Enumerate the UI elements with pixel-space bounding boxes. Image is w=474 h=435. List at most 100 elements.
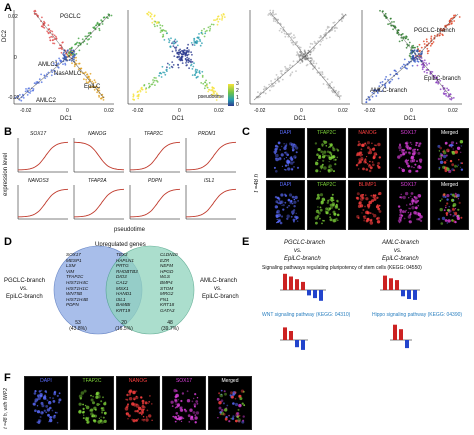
panel-c-images: DAPI TFAP2C NANOG SOX17 Merged DAPI TFAP2C BLIM… (254, 128, 470, 232)
gene-name: VIM (66, 268, 75, 274)
e-col2-label-1: AMLC-branch (382, 240, 420, 246)
pathway-3-title: Hippo signaling pathway (KEGG: 04390) (372, 312, 463, 318)
label-pgclc-branch: PGCLC-branch (414, 28, 456, 34)
x-tick: 0.02 (338, 108, 348, 114)
micrograph-label: Merged (441, 182, 458, 188)
label-amlc2: AMLC2 (36, 98, 57, 104)
micrograph-sox17: SOX17 (162, 376, 206, 430)
axis-x-label-3: DC1 (294, 116, 307, 122)
panel-f-letter: F (4, 372, 11, 384)
venn-title: Upregulated genes (95, 242, 146, 248)
gene-name: MSX1 (116, 285, 129, 291)
gene-name: CLDN10 (160, 252, 178, 257)
label-amlc1: AMLC1 (38, 62, 59, 68)
micrograph-merged: Merged (430, 128, 469, 178)
gene-name: CA12 (116, 279, 128, 285)
micrograph-nanog: NANOG (348, 128, 387, 178)
venn-left-label-1: PGCLC-branch (4, 278, 46, 284)
gene-name: MESP1 (66, 257, 82, 263)
gene-title: TFAP2A (88, 178, 107, 184)
venn-left-label-2: vs. (20, 286, 28, 292)
colorbar-tick: 2 (236, 88, 239, 94)
gene-name: HAPLN1 (116, 257, 134, 263)
gene-name: HIST1H4B (66, 296, 88, 302)
micrograph-label: Merged (441, 130, 458, 136)
gene-name: WNT5B (66, 291, 83, 297)
label-pgclc: PGCLC (60, 14, 81, 20)
venn-diagram (53, 245, 195, 335)
e-col2-label-3: EpiLC-branch (382, 256, 419, 262)
label-nasamlc: NasAMLC (54, 71, 82, 77)
label-epilc-branch: EpiLC-branch (424, 76, 461, 82)
x-tick: 0 (66, 108, 69, 114)
venn-right-genes: CLDN10 EZR NEFM HPGD WLS BMP4 STOM MRG2 FN1 KRT18… (160, 252, 178, 314)
trajectory-plot-3 (249, 9, 350, 105)
gene-title: PDPN (148, 178, 162, 184)
gene-name: FN1 (160, 296, 169, 302)
micrograph-sox17: SOX17 (389, 128, 428, 178)
gene-name: RHOBTB3 (116, 268, 138, 274)
gene-name: TFAP2C (66, 274, 84, 280)
x-tick: -0.02 (20, 108, 32, 114)
gene-name: MRG2 (160, 291, 174, 297)
micrograph-label: Merged (221, 378, 239, 384)
micrograph-tfap2c: TFAP2C (307, 180, 346, 230)
venn-left-genes: SOX17 MESP1 LSM VIM TFAP2C HIST1H4C HIST1H1C WN… (66, 252, 88, 308)
gene-name: PRTG (116, 263, 129, 269)
venn-right-label-2: vs. (214, 286, 222, 292)
gene-name: HPGD (160, 268, 174, 274)
panel-e-letter: E (242, 236, 250, 248)
micrograph-label: NANOG (358, 130, 377, 136)
gene-name: KRT18 (160, 302, 175, 308)
x-tick: 0 (410, 108, 413, 114)
e-col1-label-2: vs. (294, 248, 302, 254)
label-epilc: EpiLC (84, 84, 101, 90)
axis-x-label-2: DC1 (172, 116, 185, 122)
micrograph-label: NANOG (128, 378, 148, 384)
venn-count-left: 53 (43.8%) (69, 320, 87, 332)
micrograph-tfap2c: TFAP2C (70, 376, 114, 430)
gene-name: GATA3 (160, 307, 175, 313)
micrograph-merged: Merged (430, 180, 469, 230)
gene-name: PDPN (66, 302, 79, 308)
gene-name: ISL1 (116, 296, 126, 302)
gene-name: BMP4 (160, 279, 173, 285)
gene-name: DIO3 (116, 274, 127, 280)
micrograph-label: TFAP2C (317, 130, 336, 136)
gene-name: TBX3 (116, 252, 128, 257)
panel-f-side-label: t =48 h, with IWP2 (3, 388, 9, 429)
gene-name: EZR (160, 257, 170, 263)
pseudotime-plot (127, 10, 228, 105)
micrograph-nanog: NANOG (116, 376, 160, 430)
micrograph-dapi: DAPI (266, 180, 305, 230)
gene-name: HIST1H4C (66, 279, 89, 285)
venn-right-label-3: EpiLC-branch (202, 294, 239, 300)
x-tick: 0 (178, 108, 181, 114)
y-tick: -0.02 (8, 95, 20, 101)
micrograph-label: DAPI (279, 182, 292, 188)
gene-name: WLS (160, 274, 170, 280)
y-tick: 0.02 (8, 14, 18, 20)
gene-name: STOM (160, 285, 174, 291)
gene-title: TFAP2C (144, 131, 163, 137)
panel-d-letter: D (4, 236, 12, 248)
gene-name: LSM (66, 263, 76, 269)
x-tick: 0.02 (104, 108, 114, 114)
venn-left-label-3: EpiLC-branch (6, 294, 43, 300)
axis-x-label-1: DC1 (60, 116, 73, 122)
pathway-2-title: WNT signaling pathway (KEGG: 04310) (262, 312, 351, 318)
venn-right-label-1: AMLC-branch (200, 278, 238, 284)
micrograph-dapi: DAPI (24, 376, 68, 430)
micrograph-label: TFAP2C (82, 378, 102, 384)
axis-x-label-4: DC1 (404, 116, 417, 122)
gene-title: NANOS3 (28, 178, 49, 184)
gene-title: SOX17 (30, 131, 47, 137)
x-tick: 0.02 (214, 108, 224, 114)
gene-name: BAMBI (116, 302, 131, 308)
venn-count-right: 48 (39.7%) (161, 320, 179, 332)
panel-b-letter: B (4, 126, 12, 138)
pseudotime-colorbar (228, 84, 234, 106)
gene-title: NANOG (88, 131, 107, 137)
panel-c-side-label: t =48 h (254, 174, 260, 193)
x-tick: -0.02 (132, 108, 144, 114)
